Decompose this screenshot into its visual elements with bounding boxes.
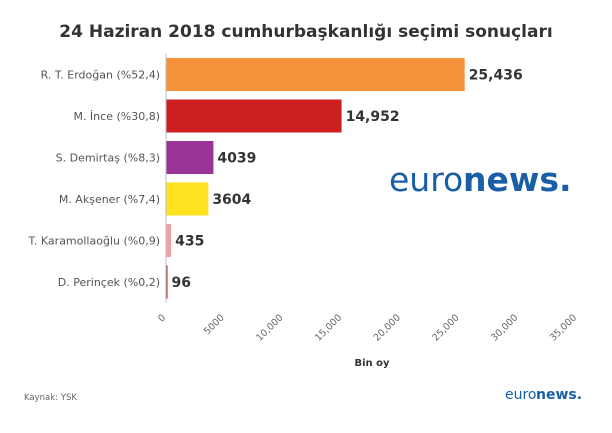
chart-title: 24 Haziran 2018 cumhurbaşkanlığı seçimi … bbox=[59, 22, 552, 42]
x-axis-label: Bin oy bbox=[354, 358, 390, 369]
category-label: M. İnce (%30,8) bbox=[73, 110, 160, 123]
category-label: T. Karamollaoğlu (%0,9) bbox=[28, 235, 161, 248]
data-label: 14,952 bbox=[346, 109, 400, 125]
bar bbox=[166, 182, 209, 216]
data-label: 96 bbox=[172, 275, 191, 291]
footer-logo-news-text: news. bbox=[536, 387, 582, 403]
bar bbox=[166, 265, 168, 299]
x-tick-label: 10,000 bbox=[254, 312, 285, 343]
source-note: Kaynak: YSK bbox=[24, 393, 77, 403]
x-tick-label: 15,000 bbox=[313, 312, 344, 343]
x-tick-label: 20,000 bbox=[372, 312, 403, 343]
data-label: 3604 bbox=[212, 192, 251, 208]
bar bbox=[166, 58, 465, 91]
category-label: R. T. Erdoğan (%52,4) bbox=[41, 69, 160, 82]
x-tick-label: 0 bbox=[156, 312, 168, 324]
data-label: 25,436 bbox=[469, 68, 523, 84]
bars-layer: R. T. Erdoğan (%52,4) 25,436 M. İnce (%30,… bbox=[28, 58, 523, 299]
logo-euro-text: euro bbox=[389, 160, 463, 199]
x-ticks: 0 5000 10,000 15,000 20,000 25,000 30,000 35,00… bbox=[156, 312, 579, 343]
euronews-logo-large: euro news. bbox=[389, 160, 572, 199]
x-tick-label: 30,000 bbox=[489, 312, 520, 343]
bar bbox=[166, 141, 214, 174]
x-tick-label: 25,000 bbox=[430, 312, 461, 343]
x-tick-label: 5000 bbox=[202, 312, 227, 337]
bar bbox=[166, 224, 172, 257]
footer-logo-euro-text: euro bbox=[505, 387, 537, 403]
data-label: 4039 bbox=[217, 151, 256, 167]
x-tick-label: 35,000 bbox=[548, 312, 579, 343]
category-label: M. Akşener (%7,4) bbox=[59, 193, 160, 206]
data-label: 435 bbox=[175, 234, 204, 250]
euronews-logo-small: euro news. bbox=[505, 387, 582, 403]
category-label: S. Demirtaş (%8,3) bbox=[56, 152, 160, 165]
logo-news-text: news. bbox=[463, 160, 572, 199]
category-label: D. Perinçek (%0,2) bbox=[58, 276, 160, 289]
bar bbox=[166, 99, 342, 133]
